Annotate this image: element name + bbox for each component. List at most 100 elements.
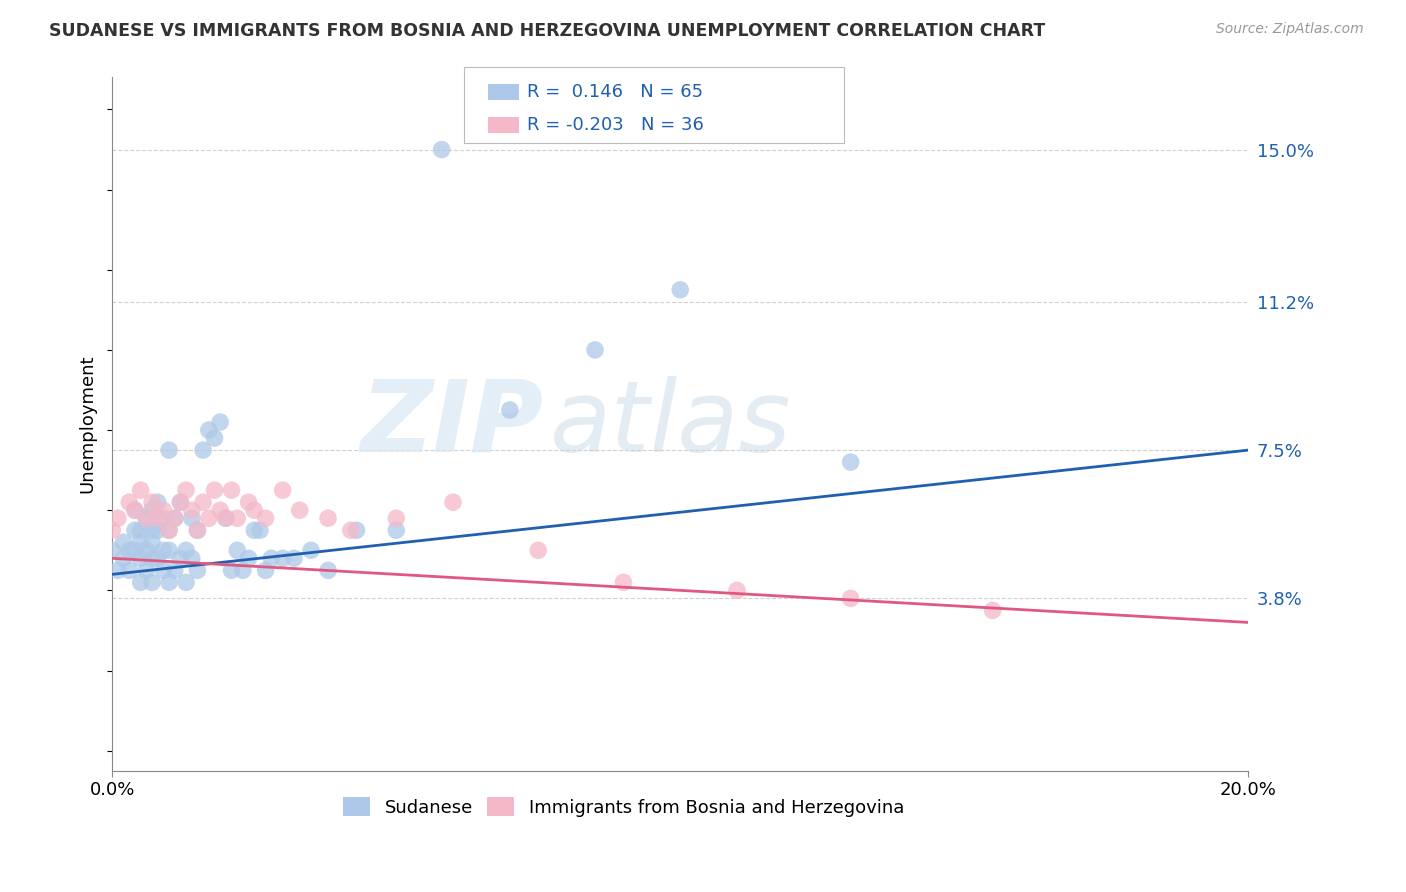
Point (215, 511, 238, 525)
Point (129, 483, 152, 498)
Point (204, 431, 226, 445)
Point (124, 543, 146, 558)
Point (180, 551, 202, 566)
Point (346, 523, 368, 537)
Point (260, 551, 283, 566)
Point (271, 551, 294, 566)
Point (146, 523, 169, 537)
Point (118, 563, 141, 577)
Point (527, 543, 550, 558)
Point (169, 495, 191, 509)
Point (124, 523, 146, 537)
Point (430, 143, 453, 157)
Point (191, 443, 214, 458)
Point (112, 535, 135, 549)
Point (839, 455, 862, 469)
Point (135, 563, 157, 577)
Point (141, 575, 163, 590)
Point (191, 495, 214, 509)
Point (157, 523, 180, 537)
Point (288, 503, 311, 517)
Point (129, 575, 152, 590)
Point (186, 523, 208, 537)
Point (118, 495, 141, 509)
Point (583, 343, 606, 357)
Point (146, 511, 169, 525)
Point (215, 511, 238, 525)
Point (232, 563, 254, 577)
Point (339, 523, 361, 537)
Point (981, 603, 1004, 617)
Point (238, 551, 260, 566)
Point (316, 511, 339, 525)
Point (107, 563, 129, 577)
Point (141, 523, 163, 537)
Point (174, 543, 197, 558)
Point (157, 443, 180, 458)
Point (725, 583, 748, 598)
Point (249, 523, 271, 537)
Point (135, 511, 157, 525)
Point (129, 535, 152, 549)
Point (124, 503, 146, 517)
Text: SUDANESE VS IMMIGRANTS FROM BOSNIA AND HERZEGOVINA UNEMPLOYMENT CORRELATION CHAR: SUDANESE VS IMMIGRANTS FROM BOSNIA AND H… (49, 22, 1046, 40)
Point (141, 535, 163, 549)
Text: ZIP: ZIP (361, 376, 544, 473)
Point (174, 483, 197, 498)
Point (146, 551, 169, 566)
Point (163, 511, 186, 525)
Text: Source: ZipAtlas.com: Source: ZipAtlas.com (1216, 22, 1364, 37)
Point (101, 523, 124, 537)
Point (221, 563, 243, 577)
Point (129, 551, 152, 566)
Point (186, 523, 208, 537)
Y-axis label: Unemployment: Unemployment (79, 355, 96, 493)
Point (141, 495, 163, 509)
Point (186, 563, 208, 577)
Point (180, 511, 202, 525)
Point (499, 403, 522, 417)
Point (226, 543, 249, 558)
Point (299, 543, 322, 558)
Point (169, 495, 191, 509)
Point (135, 543, 157, 558)
Point (118, 543, 141, 558)
Point (271, 483, 294, 498)
Point (157, 543, 180, 558)
Point (238, 495, 260, 509)
Point (152, 503, 174, 517)
Point (669, 283, 692, 297)
Point (204, 483, 226, 498)
Point (243, 523, 266, 537)
Point (385, 523, 408, 537)
Point (152, 563, 174, 577)
Point (839, 591, 862, 606)
Point (316, 563, 339, 577)
Point (254, 511, 277, 525)
Point (174, 575, 197, 590)
Point (141, 503, 163, 517)
Point (112, 551, 135, 566)
Point (163, 563, 186, 577)
Point (163, 511, 186, 525)
Point (385, 511, 408, 525)
Point (101, 543, 124, 558)
Point (243, 503, 266, 517)
Point (146, 495, 169, 509)
Point (124, 503, 146, 517)
Legend: Sudanese, Immigrants from Bosnia and Herzegovina: Sudanese, Immigrants from Bosnia and Her… (336, 790, 911, 824)
Point (157, 575, 180, 590)
Point (441, 495, 464, 509)
Point (612, 575, 634, 590)
Point (283, 551, 305, 566)
Point (221, 483, 243, 498)
Point (198, 511, 221, 525)
Point (157, 523, 180, 537)
Point (129, 523, 152, 537)
Text: R =  0.146   N = 65: R = 0.146 N = 65 (527, 83, 703, 101)
Point (152, 511, 174, 525)
Text: R = -0.203   N = 36: R = -0.203 N = 36 (527, 116, 704, 135)
Point (107, 511, 129, 525)
Point (169, 551, 191, 566)
Point (209, 415, 232, 429)
